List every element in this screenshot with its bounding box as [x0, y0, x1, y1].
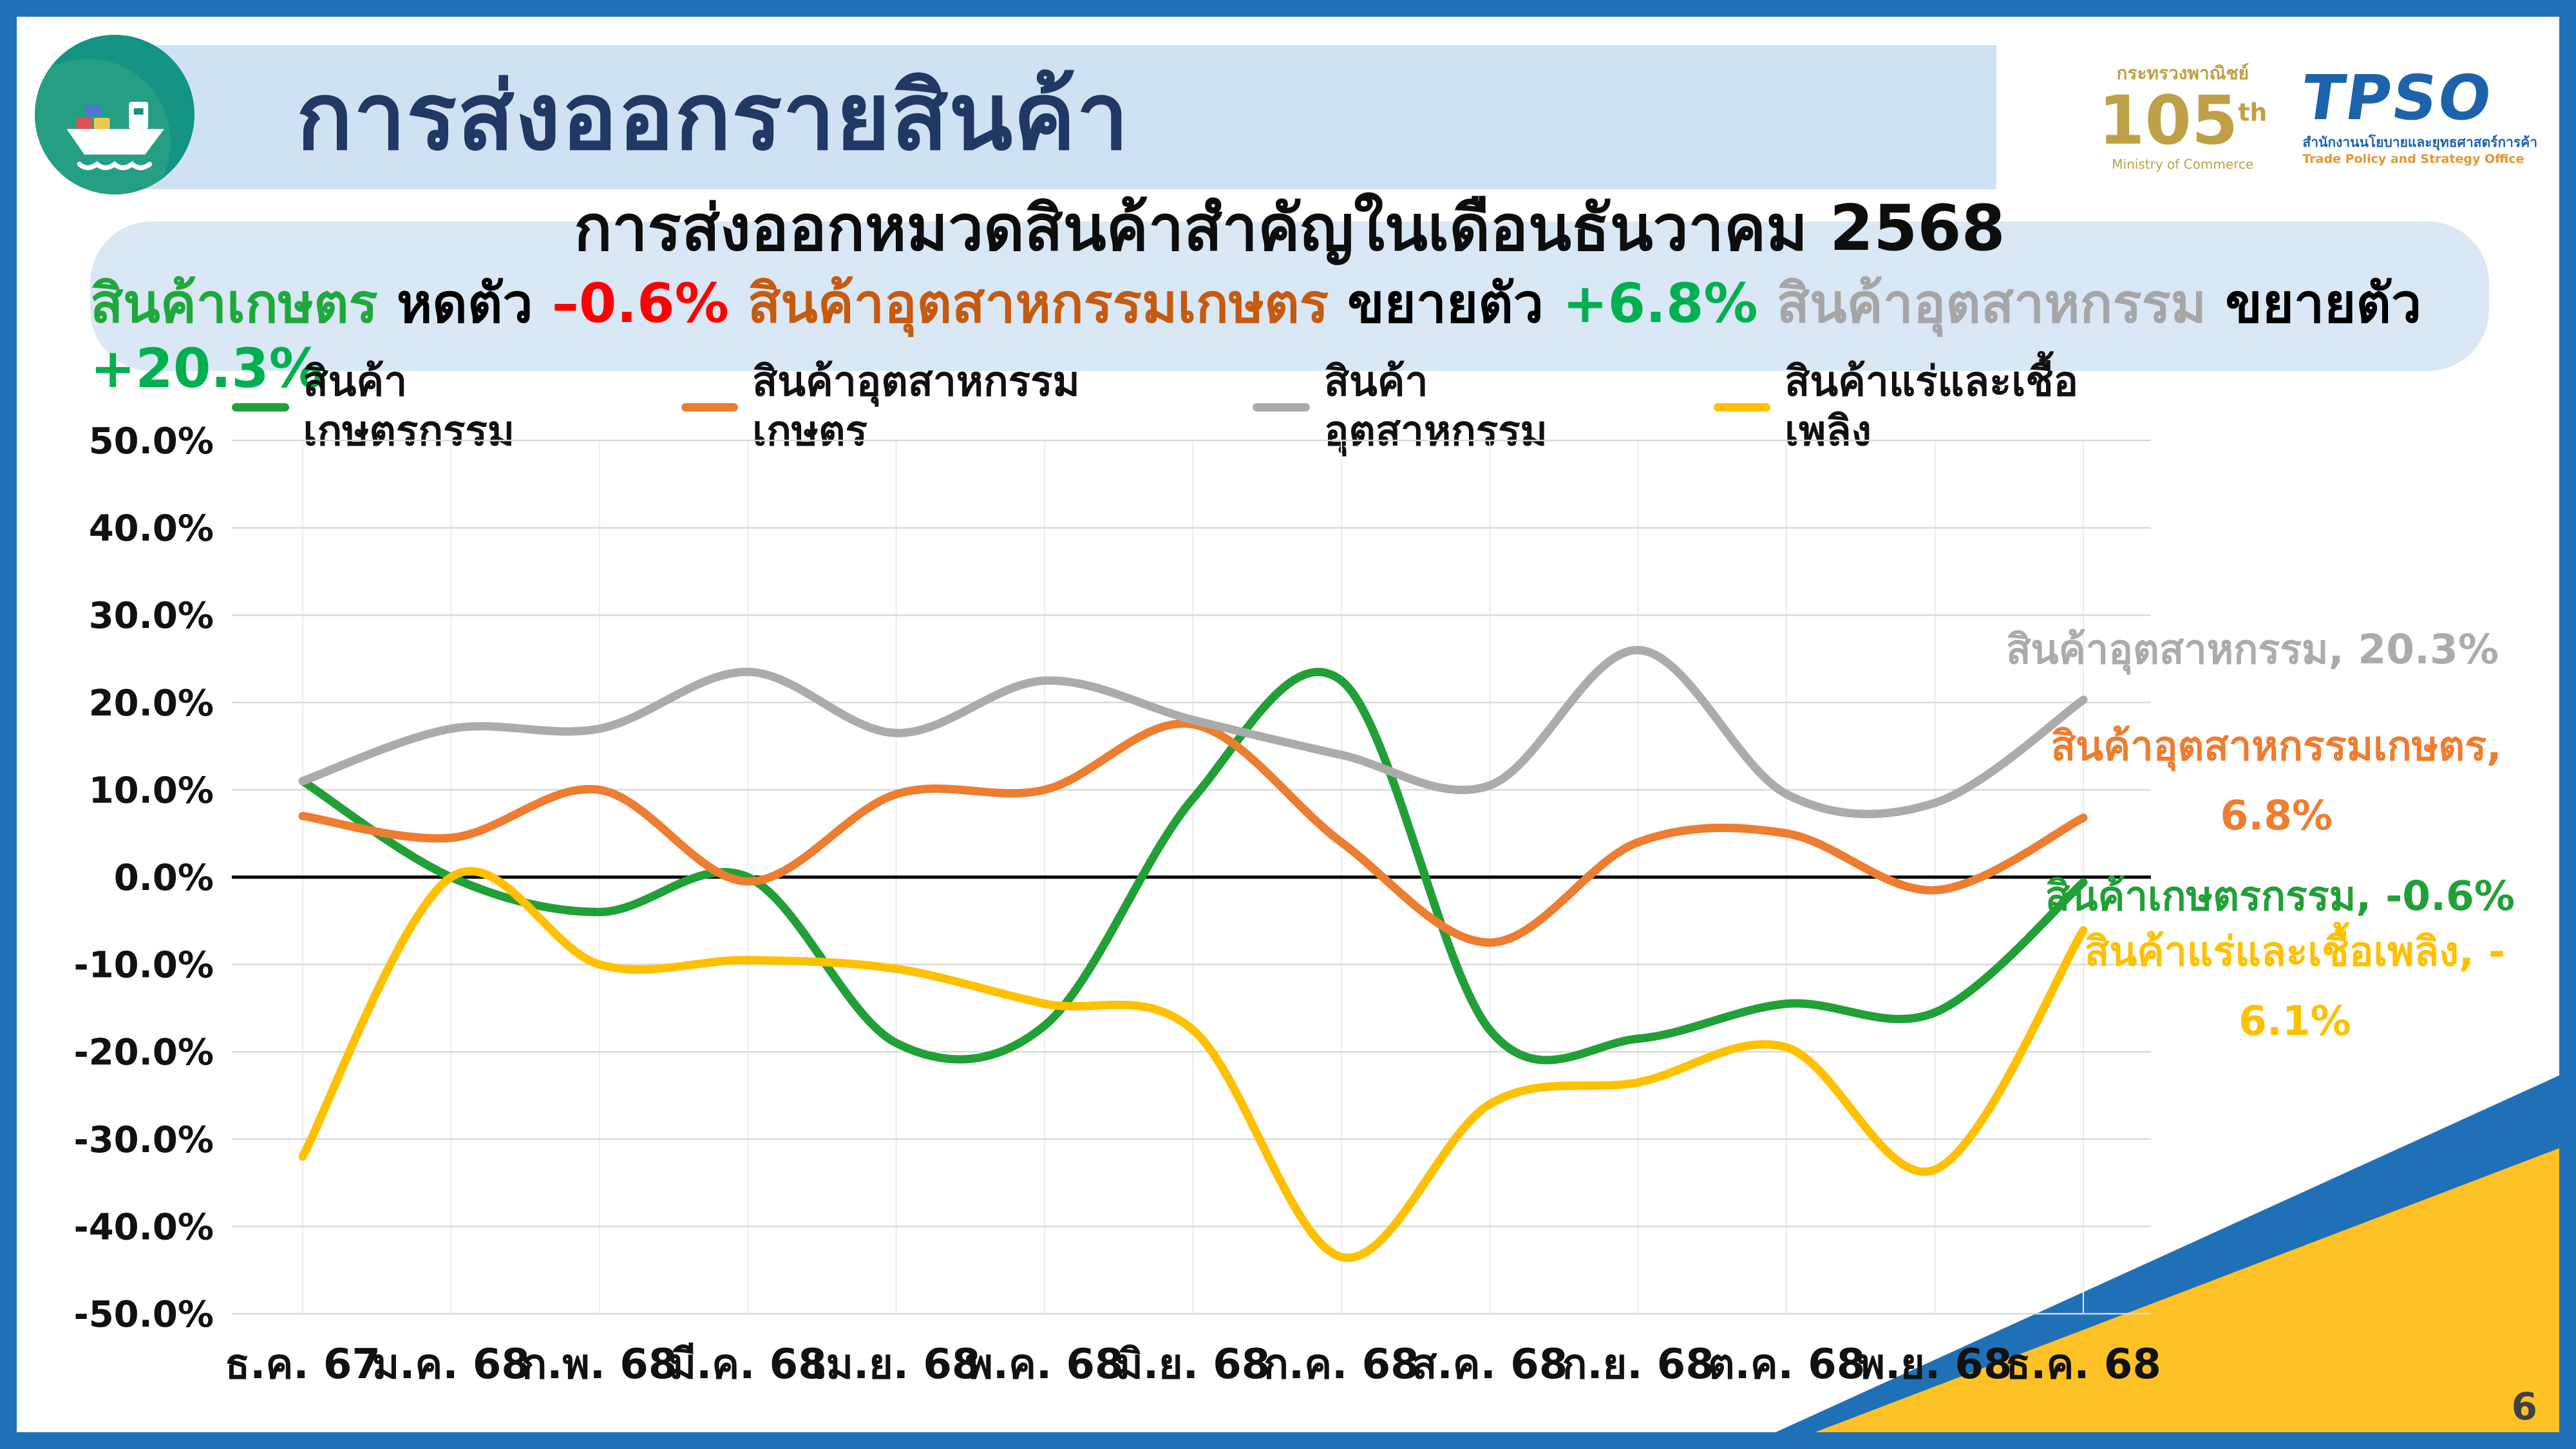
- header-bar: การส่งออกรายสินค้า: [90, 45, 1996, 189]
- tpso-logo: TPSO สำนักงานนโยบายและยุทธศาสตร์การค้า T…: [2298, 62, 2537, 167]
- legend-item-mineral-fuel: สินค้าแร่และเชื้อเพลิง: [1713, 357, 2151, 457]
- svg-text:30.0%: 30.0%: [89, 595, 214, 637]
- subtitle-segment: สินค้าอุตสาหกรรม: [1757, 272, 2226, 335]
- svg-text:0.0%: 0.0%: [114, 857, 214, 899]
- legend-swatch-agricultural: [232, 402, 289, 412]
- svg-text:20.0%: 20.0%: [89, 683, 214, 724]
- annotation-agro-industrial-line1: สินค้าอุตสาหกรรมเกษตร,: [2050, 723, 2502, 770]
- svg-text:10.0%: 10.0%: [89, 770, 214, 811]
- annotation-agricultural-text: สินค้าเกษตรกรรม, -0.6%: [2045, 873, 2515, 920]
- anniversary-number: 105: [2098, 80, 2239, 160]
- svg-text:-30.0%: -30.0%: [73, 1119, 214, 1161]
- page-number: 6: [2511, 1385, 2537, 1428]
- annotation-industrial-text: สินค้าอุตสาหกรรม, 20.3%: [2006, 626, 2499, 673]
- subtitle-segment: –0.6%: [551, 272, 729, 335]
- subtitle-segment: ขยายตัว: [2225, 272, 2441, 335]
- tpso-thai-label: สำนักงานนโยบายและยุทธศาสตร์การค้า: [2302, 135, 2537, 150]
- legend-swatch-industrial: [1253, 402, 1310, 412]
- svg-text:-20.0%: -20.0%: [73, 1032, 214, 1074]
- legend-swatch-agro-industrial: [681, 402, 739, 412]
- svg-text:ก.ย. 68: ก.ย. 68: [1562, 1341, 1714, 1388]
- subtitle-segment: ขยายตัว: [1347, 272, 1563, 335]
- chart-legend: สินค้าเกษตรกรรม สินค้าอุตสาหกรรมเกษตร สิ…: [232, 358, 2151, 455]
- subtitle-segment: สินค้าเกษตร: [90, 272, 378, 335]
- svg-text:-10.0%: -10.0%: [73, 945, 214, 987]
- anniversary-105-mark: 105th: [2098, 85, 2268, 156]
- subtitle-segment: สินค้าอุตสาหกรรมเกษตร: [728, 272, 1348, 335]
- subtitle-summary: สินค้าเกษตร หดตัว –0.6% สินค้าอุตสาหกรรม…: [90, 271, 2489, 401]
- annotation-agro-industrial-line2: 6.8%: [2220, 792, 2333, 839]
- svg-text:ส.ค. 68: ส.ค. 68: [1412, 1341, 1567, 1388]
- legend-swatch-mineral-fuel: [1713, 402, 1771, 412]
- annotation-mineral-fuel-line1: สินค้าแร่และเชื้อเพลิง, -: [2084, 928, 2505, 975]
- logo-area: กระทรวงพาณิชย์ 105th Ministry of Commerc…: [2074, 46, 2537, 188]
- page-title: การส่งออกรายสินค้า: [296, 62, 1130, 171]
- legend-label-agricultural: สินค้าเกษตรกรรม: [303, 358, 515, 455]
- annotation-industrial: สินค้าอุตสาหกรรม, 20.3%: [2006, 615, 2499, 685]
- svg-text:มี.ค. 68: มี.ค. 68: [669, 1341, 827, 1388]
- subtitle-banner: การส่งออกหมวดสินค้าสำคัญในเดือนธันวาคม 2…: [90, 192, 2489, 400]
- annotation-mineral-fuel: สินค้าแร่และเชื้อเพลิง, - 6.1%: [2085, 917, 2505, 1056]
- svg-text:ก.ค. 68: ก.ค. 68: [1264, 1341, 1419, 1388]
- cargo-ship-icon: [35, 35, 194, 194]
- legend-item-agricultural: สินค้าเกษตรกรรม: [232, 357, 607, 457]
- subtitle-segment: +6.8%: [1562, 272, 1758, 335]
- legend-label-mineral-fuel: สินค้าแร่และเชื้อเพลิง: [1785, 358, 2079, 455]
- annotation-mineral-fuel-line2: 6.1%: [2239, 998, 2351, 1045]
- svg-text:-50.0%: -50.0%: [73, 1294, 214, 1336]
- annotation-agro-industrial: สินค้าอุตสาหกรรมเกษตร, 6.8%: [2051, 712, 2502, 851]
- ministry-of-commerce-logo: กระทรวงพาณิชย์ 105th Ministry of Commerc…: [2098, 62, 2267, 173]
- svg-text:ก.พ. 68: ก.พ. 68: [522, 1341, 677, 1388]
- legend-item-industrial: สินค้าอุตสาหกรรม: [1253, 357, 1639, 457]
- subtitle-heading: การส่งออกหมวดสินค้าสำคัญในเดือนธันวาคม 2…: [574, 192, 2005, 266]
- svg-text:40.0%: 40.0%: [89, 508, 214, 550]
- legend-item-agro-industrial: สินค้าอุตสาหกรรมเกษตร: [681, 357, 1179, 457]
- svg-text:ต.ค. 68: ต.ค. 68: [1708, 1341, 1865, 1388]
- tpso-acronym: TPSO: [2297, 62, 2497, 134]
- anniversary-suffix: th: [2238, 97, 2268, 126]
- svg-text:เม.ย. 68: เม.ย. 68: [812, 1341, 981, 1388]
- svg-text:พ.ค. 68: พ.ค. 68: [966, 1341, 1124, 1388]
- annotation-agricultural: สินค้าเกษตรกรรม, -0.6%: [2045, 862, 2515, 931]
- svg-text:ธ.ค. 67: ธ.ค. 67: [225, 1341, 381, 1388]
- svg-text:มิ.ย. 68: มิ.ย. 68: [1116, 1341, 1271, 1388]
- svg-text:-40.0%: -40.0%: [73, 1206, 214, 1248]
- ministry-thai-label: กระทรวงพาณิชย์: [2116, 62, 2249, 84]
- svg-text:50.0%: 50.0%: [89, 421, 214, 462]
- tpso-english-label: Trade Policy and Strategy Office: [2302, 152, 2524, 167]
- subtitle-segment: +20.3%: [90, 336, 323, 400]
- ministry-english-label: Ministry of Commerce: [2112, 156, 2254, 172]
- legend-label-agro-industrial: สินค้าอุตสาหกรรมเกษตร: [752, 358, 1080, 455]
- legend-label-industrial: สินค้าอุตสาหกรรม: [1323, 358, 1548, 455]
- svg-text:ม.ค. 68: ม.ค. 68: [372, 1341, 530, 1388]
- subtitle-segment: หดตัว: [377, 272, 552, 335]
